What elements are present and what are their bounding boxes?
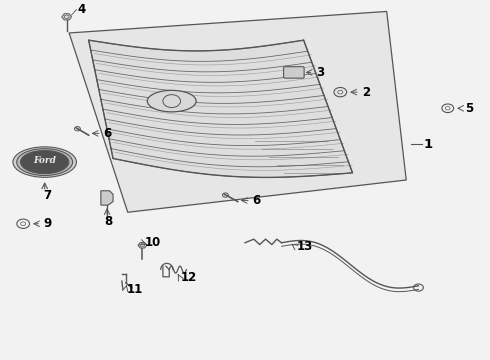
Polygon shape (101, 191, 113, 205)
Polygon shape (62, 14, 72, 20)
Polygon shape (89, 40, 352, 177)
Text: Ford: Ford (33, 156, 56, 165)
Text: 6: 6 (252, 194, 261, 207)
Text: 11: 11 (127, 283, 143, 296)
Ellipse shape (17, 149, 73, 175)
Text: 5: 5 (465, 102, 473, 115)
Text: 6: 6 (103, 127, 112, 140)
Text: 4: 4 (77, 3, 85, 16)
Text: 9: 9 (44, 217, 52, 230)
Polygon shape (138, 243, 147, 248)
Text: 3: 3 (316, 66, 324, 79)
Text: 8: 8 (104, 215, 112, 229)
Text: 10: 10 (145, 236, 161, 249)
Text: 12: 12 (180, 271, 197, 284)
Ellipse shape (21, 150, 69, 174)
Text: 2: 2 (362, 86, 370, 99)
Ellipse shape (13, 147, 76, 177)
Text: 1: 1 (424, 138, 433, 150)
Polygon shape (69, 12, 406, 212)
Ellipse shape (147, 90, 196, 112)
Text: 13: 13 (296, 240, 313, 253)
Text: 7: 7 (43, 189, 51, 202)
FancyBboxPatch shape (284, 67, 304, 78)
